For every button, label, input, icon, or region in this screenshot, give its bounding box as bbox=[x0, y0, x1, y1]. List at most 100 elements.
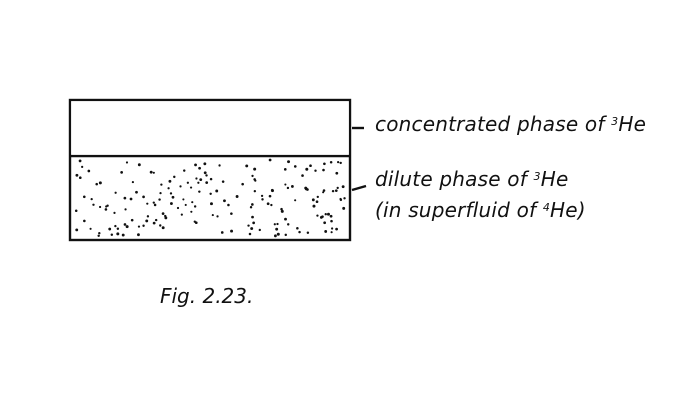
helium-3-dot bbox=[159, 224, 162, 227]
helium-3-dot bbox=[129, 197, 133, 201]
top-label-prefix: concentrated phase of bbox=[375, 112, 611, 136]
helium-3-dot bbox=[159, 192, 162, 195]
helium-3-dot bbox=[311, 198, 315, 202]
helium-3-dot bbox=[309, 164, 312, 168]
helium-3-dot bbox=[74, 209, 78, 213]
bottom-label-line2-element: He) bbox=[550, 198, 586, 222]
helium-3-dot bbox=[116, 227, 120, 230]
helium-3-dot bbox=[78, 176, 82, 180]
helium-3-dot bbox=[168, 179, 172, 183]
helium-3-dot bbox=[123, 223, 127, 226]
helium-3-dot bbox=[284, 233, 287, 237]
helium-3-dot bbox=[316, 195, 319, 199]
helium-3-dot bbox=[108, 227, 112, 231]
helium-3-dot bbox=[113, 211, 116, 214]
helium-3-dot bbox=[81, 165, 84, 169]
helium-3-dot bbox=[339, 198, 343, 202]
helium-3-dot bbox=[209, 192, 212, 195]
helium-3-dot bbox=[306, 231, 310, 235]
helium-3-dot bbox=[161, 226, 165, 230]
helium-3-dot bbox=[78, 159, 82, 163]
helium-3-dot bbox=[241, 182, 244, 186]
helium-3-dot bbox=[149, 170, 153, 174]
helium-3-dot bbox=[153, 203, 157, 207]
helium-3-dot bbox=[251, 174, 254, 178]
helium-3-dot bbox=[251, 203, 254, 206]
helium-3-dot bbox=[158, 198, 161, 201]
helium-3-dot bbox=[329, 161, 333, 164]
helium-3-dot bbox=[173, 175, 176, 179]
helium-3-dot bbox=[203, 162, 207, 166]
helium-3-dot bbox=[258, 228, 261, 232]
helium-3-dot bbox=[167, 187, 170, 190]
helium-3-dot bbox=[169, 202, 173, 205]
helium-3-dot bbox=[245, 164, 249, 168]
helium-3-dot bbox=[221, 180, 225, 183]
helium-3-dot bbox=[179, 185, 182, 188]
helium-3-dot bbox=[142, 224, 145, 227]
helium-3-dot bbox=[130, 218, 134, 222]
helium-3-dot bbox=[164, 216, 168, 220]
helium-3-dot bbox=[209, 177, 213, 181]
helium-3-dot bbox=[314, 169, 317, 172]
helium-3-dot bbox=[283, 168, 287, 171]
helium-3-dot bbox=[337, 161, 340, 164]
helium-3-dot bbox=[152, 221, 156, 225]
helium-3-dot bbox=[195, 177, 198, 180]
helium-3-dot bbox=[223, 199, 226, 203]
helium-3-dot bbox=[319, 216, 323, 219]
bottom-label-line2-isotope-mass: 4 bbox=[543, 201, 550, 214]
helium-3-dot bbox=[305, 167, 309, 171]
helium-3-dot bbox=[137, 225, 141, 228]
helium-3-dot bbox=[89, 227, 92, 230]
helium-3-dot bbox=[146, 202, 149, 205]
helium-3-dot bbox=[82, 195, 86, 199]
helium-3-dot bbox=[215, 189, 219, 193]
helium-3-dot bbox=[249, 206, 253, 209]
helium-3-dot bbox=[343, 197, 346, 200]
helium-3-dot bbox=[210, 202, 213, 206]
helium-3-dot bbox=[183, 169, 186, 172]
helium-3-dot bbox=[334, 189, 338, 192]
helium-3-dot bbox=[199, 178, 203, 182]
top-label-isotope-mass: 3 bbox=[611, 115, 618, 128]
helium-3-dot bbox=[194, 163, 197, 167]
helium-3-dot bbox=[294, 199, 297, 202]
helium-3-dot bbox=[110, 233, 114, 236]
helium-3-dot bbox=[250, 227, 254, 231]
helium-3-dot bbox=[211, 214, 214, 217]
helium-3-dot bbox=[331, 227, 334, 230]
helium-3-dot bbox=[329, 214, 333, 218]
helium-3-dot bbox=[218, 164, 221, 167]
concentrated-phase-region bbox=[71, 101, 349, 155]
helium-3-dot bbox=[203, 171, 207, 175]
helium-3-dot bbox=[335, 171, 339, 175]
helium-3-dot bbox=[342, 206, 346, 210]
helium-3-dot bbox=[335, 227, 338, 231]
helium-3-dot bbox=[252, 221, 256, 225]
helium-3-dot bbox=[98, 205, 102, 209]
helium-3-dot bbox=[152, 171, 155, 174]
helium-3-dot bbox=[169, 192, 173, 195]
helium-3-dot bbox=[276, 222, 279, 226]
helium-3-dot bbox=[135, 190, 138, 194]
helium-3-dot bbox=[284, 183, 287, 186]
helium-3-dot bbox=[253, 189, 257, 193]
helium-3-dot bbox=[339, 161, 342, 165]
helium-3-dot bbox=[98, 181, 102, 185]
helium-3-dot bbox=[287, 223, 290, 226]
helium-3-dot bbox=[324, 230, 328, 233]
helium-3-dot bbox=[330, 219, 333, 223]
bottom-label-line-2: (in superfluid of 4He) bbox=[375, 198, 586, 222]
helium-3-dot bbox=[160, 183, 163, 186]
helium-3-dot bbox=[312, 204, 316, 208]
bottom-label-line1-element: He bbox=[541, 167, 569, 191]
helium-3-dot bbox=[123, 196, 127, 200]
helium-3-dot bbox=[193, 205, 197, 208]
helium-3-dot bbox=[235, 195, 239, 198]
helium-3-dot bbox=[261, 198, 264, 201]
helium-3-dot bbox=[198, 166, 201, 170]
helium-3-dot bbox=[146, 215, 150, 218]
helium-3-dot bbox=[323, 221, 327, 225]
